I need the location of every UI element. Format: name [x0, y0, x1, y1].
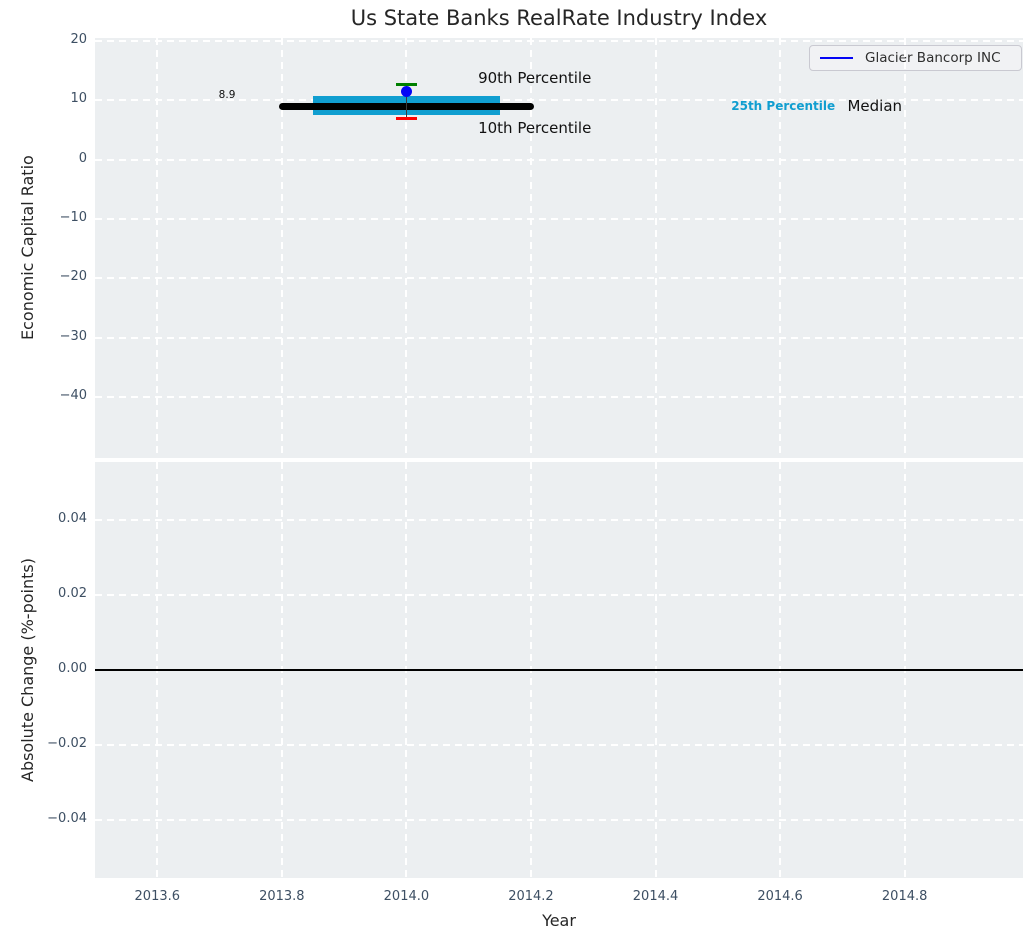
gridline-y: [95, 519, 1023, 522]
x-tick-label: 2014.6: [757, 889, 803, 904]
gridline-y: [95, 818, 1023, 821]
percentile-whisker-cap-90th: [395, 83, 417, 87]
gridline-x: [405, 38, 408, 458]
y-tick-label: −0.02: [47, 735, 87, 751]
y-tick-label: 10: [70, 91, 87, 107]
percentile-whisker-stem: [405, 84, 408, 119]
annotation-median: Median: [847, 97, 903, 116]
y-tick-label: −20: [59, 269, 87, 285]
y-tick-label: 20: [70, 31, 87, 47]
x-tick-label: 2014.8: [881, 889, 928, 904]
y-tick-label: 0.02: [58, 586, 87, 602]
x-tick-label: 2014.4: [632, 889, 679, 904]
gridline-x: [654, 38, 657, 458]
y-tick-label: 0.04: [58, 511, 87, 527]
y-tick-label: 0: [78, 150, 87, 166]
y-tick-label: −30: [59, 328, 87, 344]
gridline-y: [95, 594, 1023, 597]
gridline-x: [156, 38, 159, 458]
percentile-whisker-cap-10th: [395, 116, 417, 120]
x-tick-label: 2013.6: [134, 889, 181, 904]
gridline-x: [280, 38, 283, 458]
annotation-8-9: 8.9: [218, 88, 236, 101]
legend-label: Glacier Bancorp INC: [865, 50, 1001, 66]
y-tick-label: −40: [59, 387, 87, 403]
annotation-10th-percentile: 10th Percentile: [478, 119, 592, 138]
gridline-y: [95, 395, 1023, 398]
y-tick-label: −10: [59, 209, 87, 225]
chart-title: Us State Banks RealRate Industry Index: [350, 6, 768, 30]
x-tick-label: 2013.8: [259, 889, 305, 904]
top-axes: [95, 38, 1023, 458]
annotation-25th-percentile: 25th Percentile: [731, 99, 836, 114]
gridline-y: [95, 158, 1023, 161]
gridline-y: [95, 336, 1023, 339]
x-axis-label: Year: [542, 911, 576, 930]
y-tick-label: 0.00: [58, 661, 87, 676]
gridline-y: [95, 39, 1023, 42]
y-tick-label: −0.04: [47, 810, 87, 826]
zero-line: [95, 669, 1023, 671]
gridline-y: [95, 277, 1023, 280]
legend-line-swatch: [820, 57, 853, 59]
gridline-y: [95, 217, 1023, 220]
gridline-x: [779, 38, 782, 458]
gridline-y: [95, 743, 1023, 746]
x-tick-label: 2014.0: [383, 889, 430, 904]
annotation-90th-percentile: 90th Percentile: [478, 68, 592, 87]
x-tick-label: 2014.2: [508, 889, 554, 904]
glacier-bancorp-point: [400, 86, 412, 98]
gridline-x: [529, 38, 532, 458]
gridline-y: [95, 99, 1023, 102]
gridline-x: [903, 38, 906, 458]
legend-box: Glacier Bancorp INC: [809, 45, 1022, 71]
